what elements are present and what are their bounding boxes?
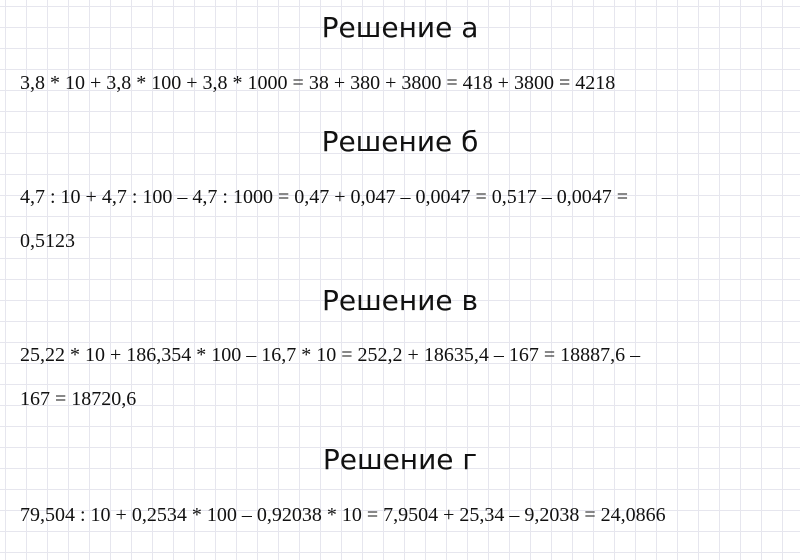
- section-title: Решение г: [322, 443, 478, 476]
- equation-line: 79,504 : 10 + 0,2534 * 100 – 0,92038 * 1…: [20, 504, 666, 526]
- equation-line: 25,22 * 10 + 186,354 * 100 – 16,7 * 10 =…: [20, 344, 641, 366]
- section-title: Решение а: [321, 11, 479, 44]
- equation-line: 3,8 * 10 + 3,8 * 100 + 3,8 * 1000 = 38 +…: [20, 72, 616, 94]
- section-title: Решение в: [321, 284, 479, 317]
- equation-line: 0,5123: [20, 230, 75, 252]
- section-title: Решение б: [321, 125, 479, 158]
- equation-line: 4,7 : 10 + 4,7 : 100 – 4,7 : 1000 = 0,47…: [20, 186, 629, 208]
- equation-line: 167 = 18720,6: [20, 388, 137, 410]
